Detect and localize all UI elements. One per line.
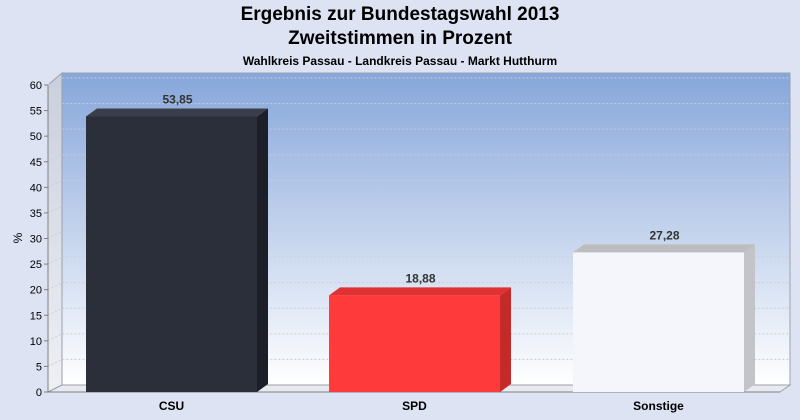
bar-spd: 18,88 SPD	[329, 271, 511, 413]
x-category-label: SPD	[402, 399, 427, 413]
y-tick-label: 10	[30, 336, 42, 348]
bar-top	[86, 108, 268, 117]
bar-csu: 53,85 CSU	[86, 92, 268, 413]
y-axis-label: %	[11, 232, 25, 243]
grid-line	[47, 128, 790, 137]
bar-value-label: 53,85	[162, 92, 192, 106]
bar-front	[573, 252, 744, 392]
bar-side	[257, 108, 268, 392]
grid-line	[47, 307, 790, 316]
grid-line	[47, 179, 790, 188]
chart-subsubtitle: Wahlkreis Passau - Landkreis Passau - Ma…	[242, 54, 558, 68]
y-tick-label: 15	[30, 310, 42, 322]
bar-front	[329, 295, 500, 392]
y-tick-label: 30	[30, 234, 42, 246]
y-tick-label: 55	[30, 106, 42, 118]
grid-line	[47, 282, 790, 291]
y-ticks: 0 5 10 15 20 25 30 35 40 45 50 55 60	[30, 80, 48, 399]
y-tick-label: 0	[36, 387, 42, 399]
grid-line	[47, 256, 790, 265]
grid-line	[47, 358, 790, 367]
y-tick-label: 20	[30, 285, 42, 297]
bar-sonstige: 27,28 Sonstige	[573, 228, 755, 413]
y-tick-label: 5	[36, 361, 42, 373]
grid-lines	[47, 77, 790, 367]
y-tick-label: 45	[30, 157, 42, 169]
y-tick-label: 50	[30, 131, 42, 143]
y-tick-label: 35	[30, 208, 42, 220]
grid-line	[47, 103, 790, 112]
x-category-label: Sonstige	[633, 399, 684, 413]
grid-line	[47, 231, 790, 239]
y-tick-label: 25	[30, 259, 42, 271]
grid-line	[47, 154, 790, 163]
bar-side	[744, 244, 755, 392]
bars: 53,85 CSU 18,88 SPD 27,28 Sonstige	[86, 92, 755, 413]
grid-line	[47, 333, 790, 342]
y-tick-label: 60	[30, 80, 42, 92]
chart-title: Ergebnis zur Bundestagswahl 2013	[240, 4, 560, 25]
bar-value-label: 27,28	[649, 228, 679, 242]
y-tick-label: 40	[30, 182, 42, 194]
grid-line	[47, 77, 790, 86]
bar-top	[573, 244, 755, 253]
chart-subtitle: Zweitstimmen in Prozent	[288, 28, 512, 49]
x-category-label: CSU	[159, 399, 184, 413]
bar-value-label: 18,88	[405, 271, 435, 285]
bar-top	[329, 287, 511, 296]
bar-side	[500, 287, 511, 392]
grid-line	[47, 205, 790, 214]
bar-front	[86, 116, 257, 392]
